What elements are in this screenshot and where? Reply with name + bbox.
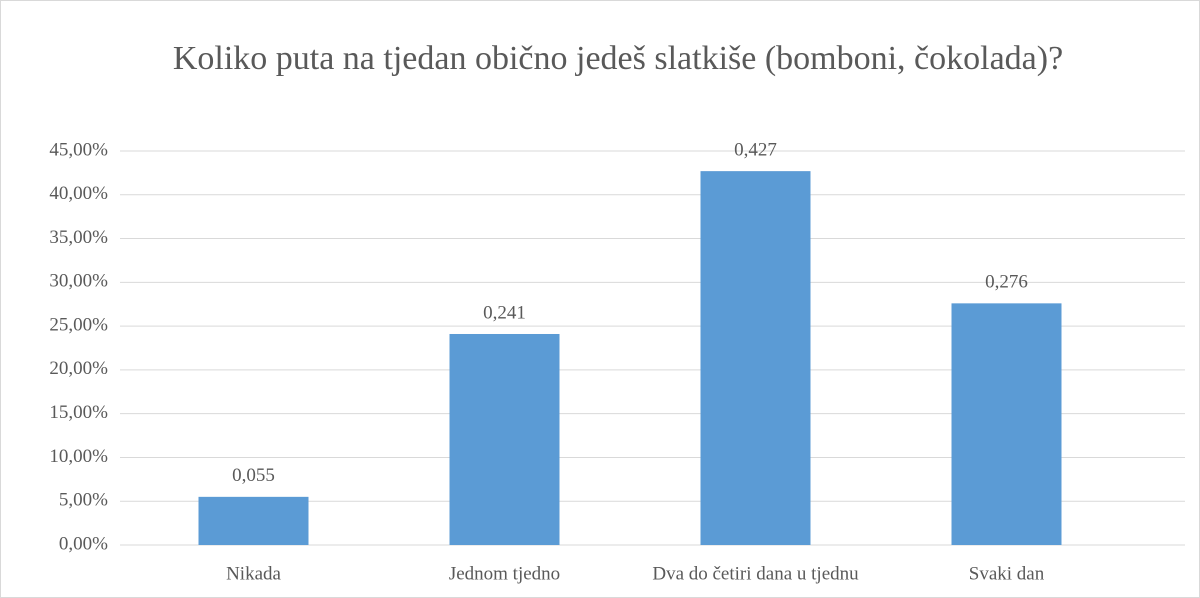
y-tick-label: 20,00% — [49, 358, 108, 379]
x-tick-label: Jednom tjedno — [449, 563, 560, 584]
bar — [700, 171, 811, 546]
x-tick-label: Nikada — [226, 563, 281, 584]
y-tick-label: 5,00% — [59, 490, 108, 511]
chart-title: Koliko puta na tjedan obično jedeš slatk… — [172, 40, 1064, 77]
y-tick-label: 35,00% — [49, 227, 108, 248]
y-tick-label: 25,00% — [49, 314, 108, 335]
x-tick-label: Svaki dan — [969, 563, 1045, 584]
y-tick-label: 30,00% — [49, 271, 108, 292]
bar — [449, 333, 560, 545]
bar — [951, 303, 1062, 545]
bar — [198, 496, 309, 545]
x-tick-label: Dva do četiri dana u tjednu — [652, 563, 859, 584]
data-label: 0,241 — [483, 302, 526, 323]
y-tick-label: 15,00% — [49, 402, 108, 423]
data-label: 0,427 — [734, 139, 777, 160]
data-label: 0,276 — [985, 272, 1028, 293]
y-tick-label: 0,00% — [59, 533, 108, 554]
y-tick-label: 10,00% — [49, 446, 108, 467]
y-tick-label: 45,00% — [49, 139, 108, 160]
y-tick-label: 40,00% — [49, 183, 108, 204]
data-label: 0,055 — [232, 465, 275, 486]
